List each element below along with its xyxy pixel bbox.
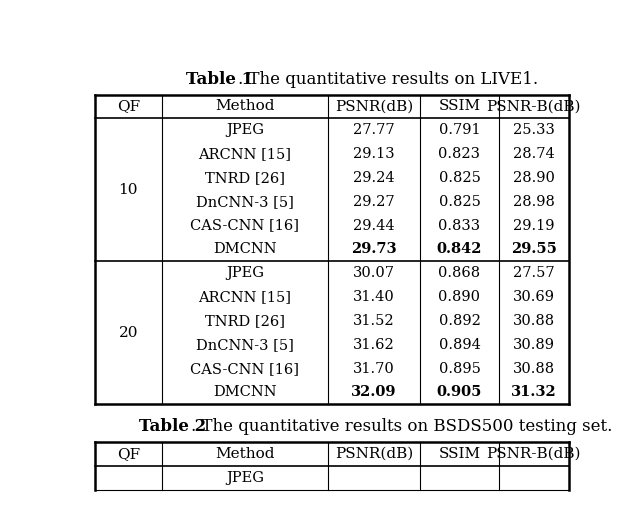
- Text: ARCNN [15]: ARCNN [15]: [198, 290, 291, 304]
- Text: SSIM: SSIM: [438, 100, 481, 114]
- Text: 29.44: 29.44: [353, 219, 395, 233]
- Text: TNRD [26]: TNRD [26]: [205, 171, 285, 185]
- Text: 29.27: 29.27: [353, 195, 395, 209]
- Text: Method: Method: [215, 100, 275, 114]
- Text: 32.09: 32.09: [351, 385, 397, 399]
- Text: DnCNN-3 [5]: DnCNN-3 [5]: [196, 195, 294, 209]
- Text: JPEG: JPEG: [226, 123, 264, 137]
- Text: 0.895: 0.895: [438, 362, 481, 376]
- Text: 28.90: 28.90: [513, 171, 555, 185]
- Text: 30.89: 30.89: [513, 338, 555, 352]
- Text: 27.77: 27.77: [353, 123, 395, 137]
- Text: 29.73: 29.73: [351, 243, 397, 256]
- Text: 31.70: 31.70: [353, 362, 395, 376]
- Text: Table 2: Table 2: [139, 418, 206, 435]
- Text: 30.07: 30.07: [353, 266, 395, 280]
- Text: DMCNN: DMCNN: [213, 243, 276, 256]
- Text: CAS-CNN [16]: CAS-CNN [16]: [191, 362, 300, 376]
- Text: QF: QF: [116, 447, 140, 461]
- Text: ARCNN [15]: ARCNN [15]: [198, 147, 291, 161]
- Text: 30.69: 30.69: [513, 290, 555, 304]
- Text: 31.32: 31.32: [511, 385, 557, 399]
- Text: JPEG: JPEG: [226, 471, 264, 485]
- Text: 0.892: 0.892: [438, 314, 481, 328]
- Text: CAS-CNN [16]: CAS-CNN [16]: [191, 219, 300, 233]
- Text: 0.905: 0.905: [436, 385, 482, 399]
- Text: 0.868: 0.868: [438, 266, 481, 280]
- Text: 0.894: 0.894: [438, 338, 481, 352]
- Text: 0.842: 0.842: [436, 243, 482, 256]
- Text: 29.55: 29.55: [511, 243, 557, 256]
- Text: 0.890: 0.890: [438, 290, 481, 304]
- Text: Method: Method: [215, 447, 275, 461]
- Text: DnCNN-3 [5]: DnCNN-3 [5]: [196, 338, 294, 352]
- Text: DMCNN: DMCNN: [213, 385, 276, 399]
- Text: 28.98: 28.98: [513, 195, 555, 209]
- Text: 31.40: 31.40: [353, 290, 395, 304]
- Text: 0.791: 0.791: [438, 123, 480, 137]
- Text: 0.825: 0.825: [438, 195, 481, 209]
- Text: QF: QF: [116, 100, 140, 114]
- Text: PSNR-B(dB): PSNR-B(dB): [486, 447, 581, 461]
- Text: 28.74: 28.74: [513, 147, 555, 161]
- Text: 31.52: 31.52: [353, 314, 395, 328]
- Text: . The quantitative results on BSDS500 testing set.: . The quantitative results on BSDS500 te…: [191, 418, 612, 435]
- Text: PSNR(dB): PSNR(dB): [335, 447, 413, 461]
- Text: PSNR(dB): PSNR(dB): [335, 100, 413, 114]
- Text: 25.33: 25.33: [513, 123, 555, 137]
- Text: 0.823: 0.823: [438, 147, 481, 161]
- Text: 31.62: 31.62: [353, 338, 395, 352]
- Text: 0.833: 0.833: [438, 219, 481, 233]
- Text: PSNR-B(dB): PSNR-B(dB): [486, 100, 581, 114]
- Text: 29.24: 29.24: [353, 171, 395, 185]
- Text: . The quantitative results on LIVE1.: . The quantitative results on LIVE1.: [237, 71, 538, 88]
- Text: Table 1: Table 1: [186, 71, 253, 88]
- Text: 0.825: 0.825: [438, 171, 481, 185]
- Text: 27.57: 27.57: [513, 266, 555, 280]
- Text: 30.88: 30.88: [513, 314, 555, 328]
- Text: JPEG: JPEG: [226, 266, 264, 280]
- Text: TNRD [26]: TNRD [26]: [205, 314, 285, 328]
- Text: 20: 20: [118, 326, 138, 340]
- Text: 10: 10: [118, 183, 138, 197]
- Text: 29.19: 29.19: [513, 219, 555, 233]
- Text: 30.88: 30.88: [513, 362, 555, 376]
- Text: 29.13: 29.13: [353, 147, 395, 161]
- Text: SSIM: SSIM: [438, 447, 481, 461]
